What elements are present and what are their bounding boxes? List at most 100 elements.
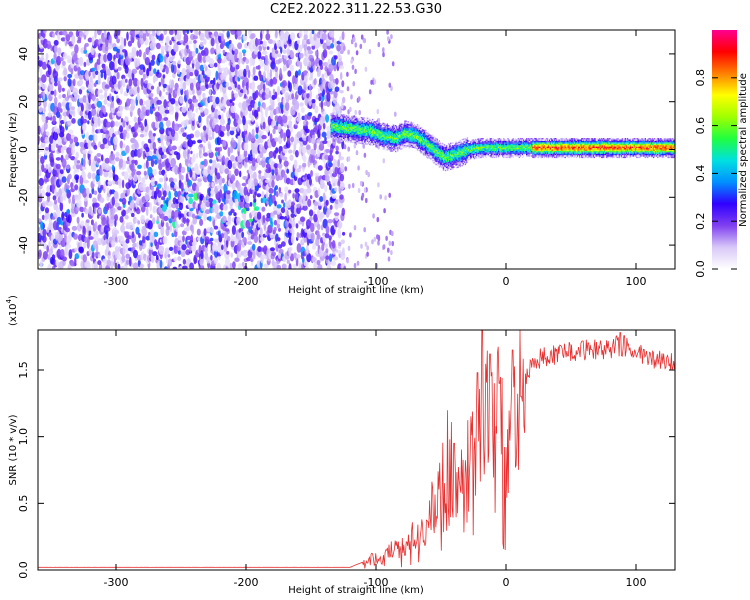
spectrogram-cell	[274, 200, 277, 207]
spectrogram-cell	[116, 48, 121, 54]
spectrogram-cell	[174, 184, 177, 189]
spectrogram-cell	[309, 90, 313, 99]
spectrogram-cell	[325, 199, 329, 206]
spectrogram-cell	[226, 190, 231, 195]
spectrogram-cell	[89, 76, 93, 83]
spectrogram-cell	[42, 251, 49, 260]
spectrogram-cell	[256, 193, 262, 198]
spectrogram-cell	[251, 157, 256, 167]
spectrogram-cell	[373, 79, 377, 85]
spectrogram-cell	[38, 177, 44, 186]
spectrogram-cell	[364, 66, 368, 72]
spectrogram-cell	[128, 52, 133, 59]
spectrogram-cell	[382, 47, 385, 53]
spectrogram-cell	[106, 244, 110, 253]
spectrogram-cell	[67, 88, 71, 96]
spectrogram-cell	[271, 100, 275, 109]
spectrogram-cell	[129, 256, 132, 267]
spectrogram-cell	[345, 140, 347, 143]
spectrogram-cell	[147, 166, 153, 177]
spectrogram-cell	[57, 102, 62, 110]
spectrogram-cell	[200, 152, 204, 159]
spectrogram-cell	[344, 166, 348, 172]
spectrogram-cell	[341, 140, 344, 142]
spectrogram-cell	[121, 197, 127, 205]
spectrogram-cell	[366, 251, 369, 257]
spectrogram-cell	[96, 238, 103, 246]
spectrogram-cell	[108, 171, 113, 179]
spectrogram-cell	[145, 146, 150, 153]
spectrogram-cell	[325, 114, 330, 123]
spectrogram-cell	[158, 196, 162, 206]
spectrogram-cell	[328, 253, 333, 262]
spectrogram-cell	[216, 262, 221, 269]
spectrogram-cell	[305, 144, 311, 150]
spectrogram-cell	[130, 200, 135, 209]
spectrogram-cell	[175, 227, 179, 232]
spectrogram-cell	[77, 193, 82, 200]
spectrogram-cell	[329, 167, 332, 178]
spectrogram-cell	[161, 118, 164, 122]
spectrogram-cell	[136, 79, 140, 87]
spectrogram-cell	[157, 190, 162, 199]
spectrogram-cell	[48, 240, 51, 248]
spectrogram-cell	[361, 139, 364, 142]
spectrogram-cell	[191, 213, 196, 219]
spectrogram-cell	[38, 201, 42, 207]
spectrogram-cell	[102, 240, 107, 245]
spectrogram-cell	[403, 146, 405, 149]
spectrogram-cell	[156, 86, 160, 95]
spectrogram-cell	[355, 150, 359, 156]
spectrogram-cell	[111, 164, 115, 171]
spectrogram-cell	[170, 63, 175, 73]
spectrogram-cell	[338, 137, 341, 139]
spectrogram-cell	[339, 140, 342, 142]
spectrogram-cell	[221, 33, 225, 42]
spectrogram-cell	[63, 233, 67, 243]
spectrogram-cell	[294, 70, 299, 78]
spectrogram-cell	[47, 253, 51, 261]
spectrogram-cell	[87, 37, 93, 43]
spectrogram-cell	[298, 30, 303, 39]
spectrogram-cell	[44, 178, 50, 183]
spectrogram-cell	[149, 141, 154, 150]
spectrogram-cell	[389, 149, 392, 152]
spectrogram-cell	[323, 30, 327, 34]
spectrogram-cell	[294, 188, 300, 194]
spectrogram-cell	[187, 149, 191, 155]
spectrogram-cell	[47, 40, 51, 45]
spectrogram-cell	[320, 100, 324, 110]
spectrogram-cell	[173, 244, 179, 254]
spectrogram-cell	[164, 247, 170, 255]
spectrogram-cell	[206, 68, 212, 78]
spectrogram-cell	[274, 66, 279, 72]
spectrogram-cell	[57, 77, 63, 82]
spectrogram-cell	[262, 121, 266, 130]
spectrogram-cell	[347, 146, 351, 152]
spectrogram-cell	[245, 81, 249, 91]
spectrogram-cell	[295, 223, 299, 229]
spectrogram-cell	[43, 243, 48, 250]
spectrogram-cell	[110, 100, 115, 109]
spectrogram-cell	[137, 58, 141, 67]
spectrogram-cell	[354, 42, 358, 48]
spectrogram-cell	[65, 227, 70, 233]
spectrogram-cell	[117, 206, 122, 211]
spectrogram-cell	[60, 194, 64, 204]
spectrogram-cell	[250, 81, 256, 91]
spectrogram-cell	[126, 235, 133, 240]
spectrogram-cell	[305, 244, 309, 255]
spectrogram-cell	[268, 166, 272, 173]
spectrogram-cell	[195, 152, 199, 159]
spectrogram-cell	[92, 177, 95, 184]
spectrogram-cell	[49, 152, 54, 161]
spectrogram-cell	[348, 138, 350, 140]
spectrogram-cell	[147, 220, 153, 230]
spectrogram-cell	[113, 191, 119, 199]
spectrogram-cell	[53, 96, 58, 104]
spectrogram-cell	[145, 186, 150, 193]
spectrogram-cell	[219, 146, 222, 152]
spectrogram-cell	[210, 254, 213, 261]
spectrogram-cell	[78, 74, 84, 80]
spectrogram-cell	[363, 117, 366, 119]
